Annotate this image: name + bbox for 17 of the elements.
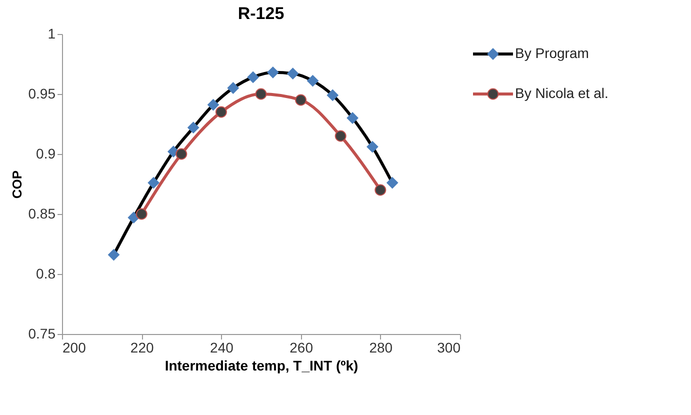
x-tick-label: 240 [210, 340, 234, 356]
x-tick-label: 260 [290, 340, 314, 356]
y-tick-label: 0.85 [28, 206, 56, 222]
chart-title: R-125 [238, 4, 284, 23]
x-tick-label: 280 [369, 340, 393, 356]
x-tick-label: 300 [437, 340, 461, 356]
x-tick-label: 200 [62, 340, 86, 356]
y-axis-title: COP [9, 170, 24, 199]
y-tick-label: 1 [48, 26, 56, 42]
legend-label: By Program [515, 45, 589, 61]
legend-label: By Nicola et al. [515, 85, 608, 101]
y-tick-label: 0.95 [28, 86, 56, 102]
y-tick-label: 0.8 [36, 266, 56, 282]
x-tick-label: 220 [130, 340, 154, 356]
y-tick-label: 0.9 [36, 146, 56, 162]
y-tick-label: 0.75 [28, 326, 56, 342]
x-axis-title: Intermediate temp, T_INT (ºk) [164, 358, 358, 374]
